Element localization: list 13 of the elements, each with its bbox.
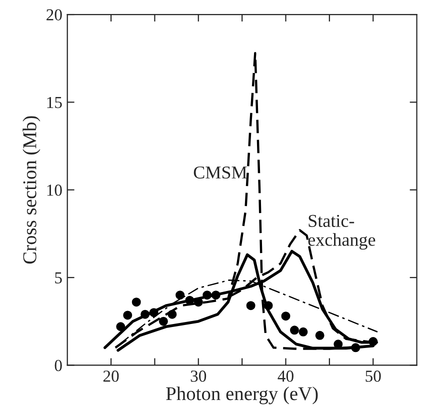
x-tick-label: 20: [103, 370, 119, 382]
y-axis-title: Cross section (Mb): [22, 116, 40, 264]
x-tick-label: 40: [278, 370, 294, 382]
annotation: Static- exchange: [308, 214, 376, 250]
annotation: CMSM: [194, 166, 247, 179]
x-tick-label: 50: [366, 370, 381, 382]
y-tick-label: 20: [46, 9, 62, 20]
x-axis-title: Photon energy (eV): [166, 386, 318, 404]
y-tick-label: 10: [47, 184, 62, 196]
x-tick-label: 30: [190, 370, 206, 382]
y-tick-label: 0: [54, 360, 62, 372]
y-tick-label: 5: [55, 272, 62, 284]
y-tick-label: 15: [47, 96, 62, 108]
